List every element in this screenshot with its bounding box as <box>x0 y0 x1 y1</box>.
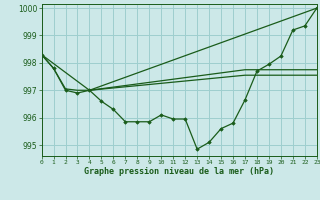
X-axis label: Graphe pression niveau de la mer (hPa): Graphe pression niveau de la mer (hPa) <box>84 167 274 176</box>
